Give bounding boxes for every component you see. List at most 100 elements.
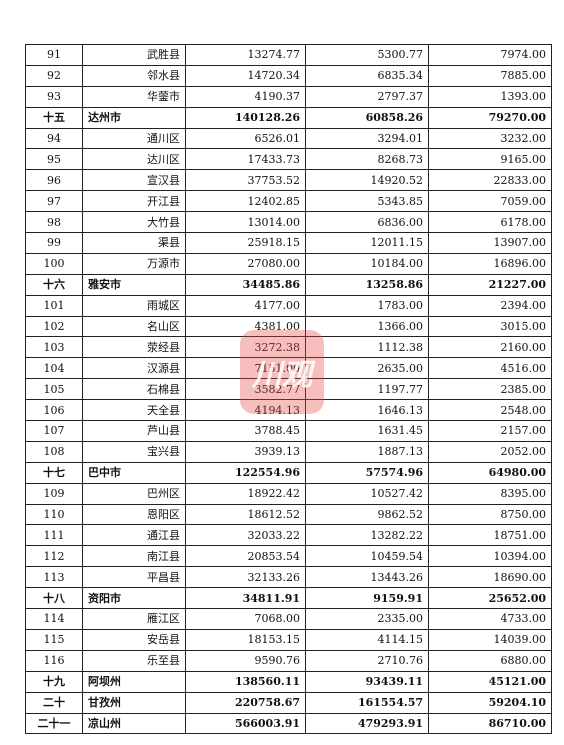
- amount-col-3: 14039.00: [428, 628, 552, 651]
- county-name: 芦山县: [82, 420, 186, 442]
- county-name: 平昌县: [82, 566, 186, 589]
- amount-col-2: 8268.73: [305, 148, 429, 171]
- amount-col-2: 3294.01: [305, 127, 429, 150]
- city-name: 达州市: [82, 106, 186, 129]
- amount-col-2: 14920.52: [305, 169, 429, 192]
- row-number: 93: [25, 85, 83, 108]
- amount-col-2: 10459.54: [305, 545, 429, 568]
- table-row: 113 平昌县 32133.26 13443.26 18690.00: [25, 566, 552, 589]
- table-row: 116 乐至县 9590.76 2710.76 6880.00: [25, 649, 552, 672]
- amount-col-3: 18690.00: [428, 566, 552, 589]
- row-number: 107: [25, 420, 83, 442]
- county-name: 巴州区: [82, 482, 186, 505]
- row-number: 114: [25, 608, 83, 630]
- amount-col-3: 3015.00: [428, 315, 552, 338]
- total-amount: 4381.00: [185, 315, 306, 338]
- row-number: 94: [25, 127, 83, 150]
- city-subtotal-row: 十六 雅安市 34485.86 13258.86 21227.00: [25, 273, 552, 296]
- total-amount: 220758.67: [185, 691, 306, 714]
- county-name: 天全县: [82, 399, 186, 422]
- amount-col-2: 6835.34: [305, 64, 429, 87]
- city-name: 巴中市: [82, 461, 186, 484]
- amount-col-3: 8750.00: [428, 503, 552, 526]
- total-amount: 27080.00: [185, 252, 306, 275]
- amount-col-2: 1366.00: [305, 315, 429, 338]
- amount-col-3: 4516.00: [428, 357, 552, 380]
- table-row: 105 石棉县 3582.77 1197.77 2385.00: [25, 378, 552, 401]
- amount-col-3: 8395.00: [428, 482, 552, 505]
- row-number: 103: [25, 336, 83, 359]
- county-name: 雁江区: [82, 608, 186, 630]
- table-row: 95 达川区 17433.73 8268.73 9165.00: [25, 148, 552, 171]
- row-number: 100: [25, 252, 83, 275]
- row-number: 108: [25, 440, 83, 463]
- county-name: 宝兴县: [82, 440, 186, 463]
- total-amount: 4177.00: [185, 294, 306, 317]
- amount-col-2: 5300.77: [305, 44, 429, 66]
- total-amount: 32033.22: [185, 524, 306, 547]
- city-name: 雅安市: [82, 273, 186, 296]
- county-name: 宣汉县: [82, 169, 186, 192]
- row-number: 106: [25, 399, 83, 422]
- amount-col-3: 7885.00: [428, 64, 552, 87]
- total-amount: 13014.00: [185, 211, 306, 234]
- total-amount: 18612.52: [185, 503, 306, 526]
- table-row: 100 万源市 27080.00 10184.00 16896.00: [25, 252, 552, 275]
- city-subtotal-row: 十八 资阳市 34811.91 9159.91 25652.00: [25, 587, 552, 610]
- row-number: 十六: [25, 273, 83, 296]
- table-row: 91 武胜县 13274.77 5300.77 7974.00: [25, 44, 552, 66]
- row-number: 102: [25, 315, 83, 338]
- row-number: 98: [25, 211, 83, 234]
- amount-col-3: 9165.00: [428, 148, 552, 171]
- county-name: 南江县: [82, 545, 186, 568]
- amount-col-3: 86710.00: [428, 712, 552, 735]
- amount-col-3: 45121.00: [428, 670, 552, 693]
- county-name: 开江县: [82, 190, 186, 213]
- table-row: 111 通江县 32033.22 13282.22 18751.00: [25, 524, 552, 547]
- table-row: 109 巴州区 18922.42 10527.42 8395.00: [25, 482, 552, 505]
- amount-col-3: 16896.00: [428, 252, 552, 275]
- table-row: 103 荥经县 3272.38 1112.38 2160.00: [25, 336, 552, 359]
- city-subtotal-row: 二十 甘孜州 220758.67 161554.57 59204.10: [25, 691, 552, 714]
- amount-col-3: 2052.00: [428, 440, 552, 463]
- amount-col-2: 2710.76: [305, 649, 429, 672]
- row-number: 十九: [25, 670, 83, 693]
- city-subtotal-row: 十九 阿坝州 138560.11 93439.11 45121.00: [25, 670, 552, 693]
- row-number: 113: [25, 566, 83, 589]
- city-name: 资阳市: [82, 587, 186, 610]
- total-amount: 14720.34: [185, 64, 306, 87]
- county-name: 石棉县: [82, 378, 186, 401]
- table-row: 98 大竹县 13014.00 6836.00 6178.00: [25, 211, 552, 234]
- amount-col-2: 13443.26: [305, 566, 429, 589]
- table-row: 114 雁江区 7068.00 2335.00 4733.00: [25, 608, 552, 630]
- total-amount: 140128.26: [185, 106, 306, 129]
- total-amount: 13274.77: [185, 44, 306, 66]
- county-name: 通川区: [82, 127, 186, 150]
- total-amount: 18922.42: [185, 482, 306, 505]
- amount-col-3: 13907.00: [428, 232, 552, 254]
- amount-col-3: 3232.00: [428, 127, 552, 150]
- amount-col-3: 59204.10: [428, 691, 552, 714]
- row-number: 96: [25, 169, 83, 192]
- amount-col-3: 2385.00: [428, 378, 552, 401]
- total-amount: 25918.15: [185, 232, 306, 254]
- row-number: 112: [25, 545, 83, 568]
- amount-col-2: 4114.15: [305, 628, 429, 651]
- amount-col-2: 1887.13: [305, 440, 429, 463]
- county-name: 汉源县: [82, 357, 186, 380]
- total-amount: 566003.91: [185, 712, 306, 735]
- total-amount: 34485.86: [185, 273, 306, 296]
- table-row: 110 恩阳区 18612.52 9862.52 8750.00: [25, 503, 552, 526]
- row-number: 101: [25, 294, 83, 317]
- row-number: 109: [25, 482, 83, 505]
- amount-col-2: 57574.96: [305, 461, 429, 484]
- city-subtotal-row: 二十一 凉山州 566003.91 479293.91 86710.00: [25, 712, 552, 735]
- table-row: 102 名山区 4381.00 1366.00 3015.00: [25, 315, 552, 338]
- county-name: 邻水县: [82, 64, 186, 87]
- total-amount: 12402.85: [185, 190, 306, 213]
- amount-col-3: 1393.00: [428, 85, 552, 108]
- amount-col-2: 93439.11: [305, 670, 429, 693]
- row-number: 92: [25, 64, 83, 87]
- county-name: 安岳县: [82, 628, 186, 651]
- amount-col-3: 21227.00: [428, 273, 552, 296]
